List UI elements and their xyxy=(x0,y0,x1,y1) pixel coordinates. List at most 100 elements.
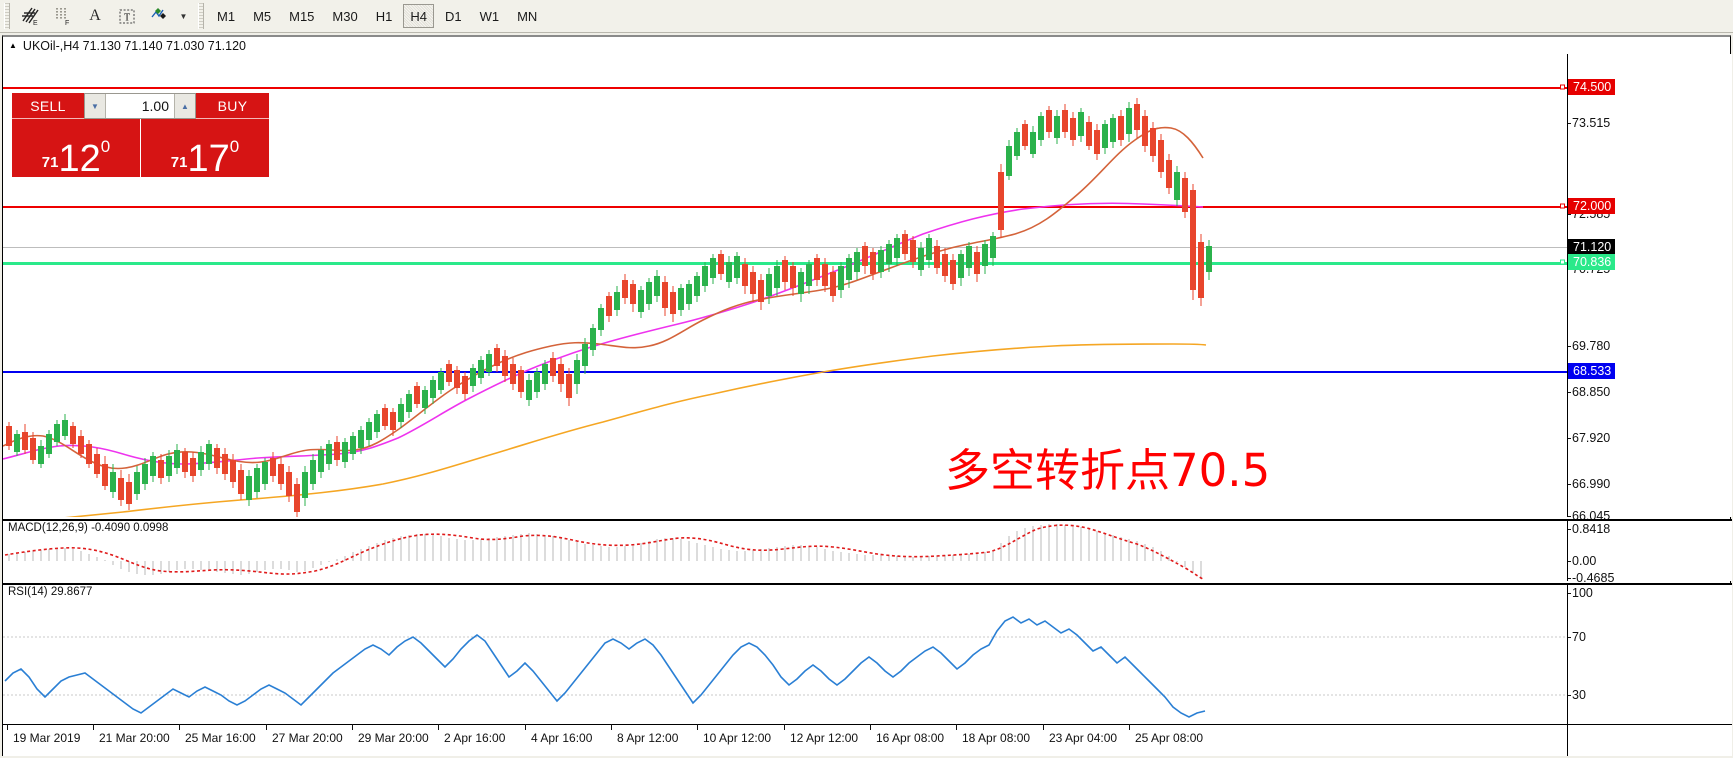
macd-series xyxy=(4,524,1204,580)
price-tick-69780: 69.780 xyxy=(1567,339,1611,353)
rsi-tick-100: 100 xyxy=(1568,586,1593,600)
toolbar-grip[interactable] xyxy=(4,3,10,29)
macd-tick-min: -0.4685 xyxy=(1567,571,1615,585)
price-tag-current-71120: 71.120 xyxy=(1568,239,1616,255)
macd-signal-line xyxy=(4,524,1204,580)
time-label-1: 21 Mar 20:00 xyxy=(93,724,170,745)
time-label-4: 29 Mar 20:00 xyxy=(352,724,429,745)
ma-mid-magenta-line xyxy=(3,202,1204,465)
rsi-pane[interactable]: RSI(14) 29.8677 xyxy=(3,583,1567,724)
price-tick-68850: 68.850 xyxy=(1567,385,1611,399)
collapse-triangle-icon[interactable]: ▲ xyxy=(9,41,17,50)
time-label-12: 23 Apr 04:00 xyxy=(1042,724,1118,745)
price-tag-68533[interactable]: 68.533 xyxy=(1568,363,1616,379)
current-price-line xyxy=(3,247,1567,248)
level-anchor-70836[interactable] xyxy=(1560,259,1565,265)
timeframe-m30[interactable]: M30 xyxy=(332,8,358,24)
macd-scale: 0.8418 0.00 -0.4685 xyxy=(1567,519,1732,585)
oct-top-row: SELL ▼ 1.00 ▲ BUY xyxy=(12,93,269,119)
timeframe-mn[interactable]: MN xyxy=(517,8,538,24)
grid-icon[interactable]: F xyxy=(48,2,78,30)
timeframe-m1[interactable]: M1 xyxy=(217,8,236,24)
rsi-scale: 100 70 30 xyxy=(1567,583,1732,724)
macd-histogram xyxy=(8,524,1202,579)
svg-text:E: E xyxy=(33,20,38,27)
volume-down-icon[interactable]: ▼ xyxy=(85,94,106,118)
candlestick-series xyxy=(3,98,1212,517)
timeframe-h1[interactable]: H1 xyxy=(375,8,393,24)
time-label-3: 27 Mar 20:00 xyxy=(266,724,343,745)
level-line-74500[interactable] xyxy=(3,87,1567,89)
crosshair-lines-icon[interactable]: E xyxy=(16,2,46,30)
time-label-6: 4 Apr 16:00 xyxy=(524,724,593,745)
buy-price-main: 17 xyxy=(187,137,230,180)
price-tag-72000[interactable]: 72.000 xyxy=(1568,198,1616,214)
time-label-10: 16 Apr 08:00 xyxy=(869,724,945,745)
svg-text:T: T xyxy=(124,13,130,24)
rsi-series xyxy=(3,616,1567,718)
volume-stepper[interactable]: ▼ 1.00 ▲ xyxy=(84,93,196,119)
buy-price-display[interactable]: 71 17 0 xyxy=(141,119,269,180)
time-label-8: 10 Apr 12:00 xyxy=(696,724,772,745)
macd-label: MACD(12,26,9) -0.4090 0.0998 xyxy=(8,522,169,534)
macd-pane[interactable]: MACD(12,26,9) -0.4090 0.0998 xyxy=(3,519,1567,581)
chart-area[interactable]: ▲ UKOil-,H4 71.130 71.140 71.030 71.120 xyxy=(2,35,1732,756)
buy-price-pipette: 0 xyxy=(229,137,240,156)
price-tag-74500[interactable]: 74.500 xyxy=(1568,79,1616,95)
timeframe-m15[interactable]: M15 xyxy=(289,8,315,24)
price-tick-67920: 67.920 xyxy=(1567,431,1611,445)
rsi-tick-70: 70 xyxy=(1568,630,1586,644)
text-label-icon[interactable]: T xyxy=(112,2,142,30)
timeframe-w1[interactable]: W1 xyxy=(479,8,500,24)
rsi-tick-30: 30 xyxy=(1568,688,1586,702)
rsi-label: RSI(14) 29.8677 xyxy=(8,586,93,598)
price-tick-66990: 66.990 xyxy=(1567,477,1611,491)
one-click-trading-panel[interactable]: SELL ▼ 1.00 ▲ BUY 71 12 0 71 17 0 xyxy=(12,93,269,180)
volume-up-icon[interactable]: ▲ xyxy=(174,94,195,118)
time-label-9: 12 Apr 12:00 xyxy=(783,724,859,745)
price-scale[interactable]: 73.515 72.585 71.655 69.780 68.850 67.92… xyxy=(1567,54,1732,523)
time-label-13: 25 Apr 08:00 xyxy=(1128,724,1204,745)
time-label-5: 2 Apr 16:00 xyxy=(437,724,506,745)
rsi-line xyxy=(4,616,1206,718)
time-label-11: 18 Apr 08:00 xyxy=(955,724,1031,745)
macd-tick-zero: 0.00 xyxy=(1567,554,1597,568)
svg-text:F: F xyxy=(65,20,69,27)
symbol-header: ▲ UKOil-,H4 71.130 71.140 71.030 71.120 xyxy=(3,37,246,54)
sell-price-pipette: 0 xyxy=(100,137,111,156)
candles-group xyxy=(6,98,1212,517)
bottom-edge xyxy=(0,756,1733,758)
price-tag-70836[interactable]: 70.836 xyxy=(1568,254,1616,270)
sell-price-main: 12 xyxy=(58,137,101,180)
timeframe-h4[interactable]: H4 xyxy=(403,4,434,28)
level-anchor-74500[interactable] xyxy=(1560,84,1565,90)
time-label-0: 19 Mar 2019 xyxy=(6,724,81,745)
level-line-68533[interactable] xyxy=(3,371,1567,373)
main-toolbar: E F A T xyxy=(0,0,1733,33)
macd-tick-max: 0.8418 xyxy=(1567,522,1611,536)
objects-dropdown-icon[interactable]: ▼ xyxy=(179,11,188,21)
price-tick-73515: 73.515 xyxy=(1567,116,1611,130)
level-anchor-72000[interactable] xyxy=(1560,203,1565,209)
time-label-7: 8 Apr 12:00 xyxy=(610,724,679,745)
oct-price-row: 71 12 0 71 17 0 xyxy=(12,119,269,180)
chart-annotation-text[interactable]: 多空转折点70.5 xyxy=(945,444,1271,497)
time-axis-corner xyxy=(1567,724,1732,756)
timeframe-toolbar-grip[interactable] xyxy=(198,3,204,29)
buy-price-integer: 71 xyxy=(170,154,188,171)
objects-icon[interactable] xyxy=(144,2,174,30)
time-label-2: 25 Mar 16:00 xyxy=(179,724,256,745)
timeframe-d1[interactable]: D1 xyxy=(444,8,462,24)
timeframe-m5[interactable]: M5 xyxy=(253,8,272,24)
symbol-ohlc-text: UKOil-,H4 71.130 71.140 71.030 71.120 xyxy=(22,38,246,53)
sell-price-display[interactable]: 71 12 0 xyxy=(12,119,140,180)
sell-button[interactable]: SELL xyxy=(12,93,84,119)
buy-button[interactable]: BUY xyxy=(196,93,269,119)
volume-input[interactable]: 1.00 xyxy=(141,98,169,114)
time-axis[interactable]: 19 Mar 2019 21 Mar 20:00 25 Mar 16:00 27… xyxy=(3,724,1567,756)
text-tool-icon[interactable]: A xyxy=(89,7,101,24)
ma-fast-red-line xyxy=(3,126,1204,470)
level-line-72000[interactable] xyxy=(3,206,1567,208)
ma-slow-orange-line xyxy=(64,343,1207,517)
